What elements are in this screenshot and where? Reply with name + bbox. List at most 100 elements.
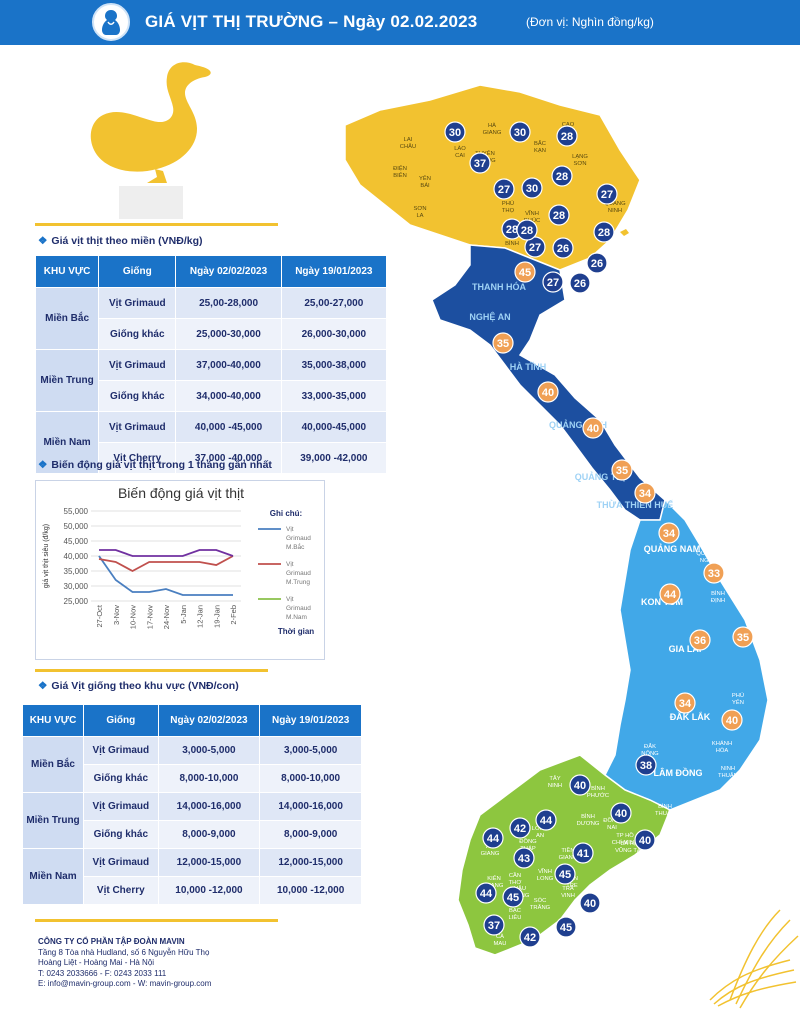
province-label: LẠNG bbox=[572, 154, 588, 160]
province-label: BÌNH bbox=[591, 785, 605, 792]
price-pin bbox=[483, 914, 505, 936]
price-pin bbox=[551, 165, 573, 187]
price-pin-value: 30 bbox=[449, 127, 461, 139]
province-label: TRE bbox=[566, 883, 578, 889]
price-pin-value: 34 bbox=[679, 698, 692, 710]
price-pin bbox=[659, 583, 681, 605]
price-current-cell: 37,000-40,000 bbox=[175, 349, 282, 381]
price-pin-value: 44 bbox=[664, 589, 677, 601]
y-axis-label: giá vịt thịt siêu (đ/kg) bbox=[43, 524, 50, 588]
y-tick-label: 40,000 bbox=[64, 552, 89, 561]
price-pin-value: 27 bbox=[529, 242, 541, 254]
price-pin-value: 41 bbox=[577, 848, 589, 860]
price-pin-value: 36 bbox=[694, 635, 706, 647]
price-pin-value: 28 bbox=[521, 225, 533, 237]
price-pin bbox=[519, 926, 541, 948]
province-label: GIANG bbox=[483, 130, 502, 136]
y-tick-label: 45,000 bbox=[64, 537, 89, 546]
region-cell: Miền Bắc bbox=[34, 287, 100, 350]
price-pin-value: 30 bbox=[526, 183, 538, 195]
price-pin-value: 44 bbox=[480, 888, 493, 900]
province-label: SƠN bbox=[413, 206, 426, 212]
price-pin-value: 28 bbox=[553, 210, 565, 222]
province-label: TUYÊN bbox=[475, 149, 495, 157]
y-tick-label: 30,000 bbox=[64, 582, 89, 591]
province-label: CAO bbox=[562, 122, 575, 128]
province-label: THUẬN bbox=[655, 810, 675, 817]
price-pin-value: 35 bbox=[737, 632, 749, 644]
price-previous-cell: 12,000-15,000 bbox=[259, 848, 362, 877]
price-pin bbox=[513, 847, 535, 869]
price-pin bbox=[634, 829, 656, 851]
province-label: PHƯỚC bbox=[587, 792, 609, 799]
company-name: CÔNG TY CỔ PHẦN TẬP ĐOÀN MAVIN bbox=[38, 937, 185, 946]
price-pin bbox=[552, 237, 574, 259]
table-row: Vịt Cherry 37,000 -40,000 39,000 -42,000 bbox=[36, 442, 388, 474]
province-label: CẦN bbox=[509, 872, 521, 879]
price-pin bbox=[516, 219, 538, 241]
table-row: Giống khác 34,000-40,000 33,000-35,000 bbox=[36, 380, 388, 412]
x-tick-label: 10-Nov bbox=[129, 605, 138, 629]
price-pin bbox=[610, 802, 632, 824]
x-tick-label: 19-Jan bbox=[212, 605, 221, 628]
x-tick-label: 17-Nov bbox=[145, 605, 154, 629]
page-unit: (Đơn vị: Nghìn đồng/kg) bbox=[526, 15, 654, 29]
province-label: GIANG bbox=[559, 855, 578, 861]
legend-label: Vịt bbox=[286, 526, 294, 533]
breed-cell: Vịt Grimaud bbox=[98, 287, 177, 319]
province-label: LÀO bbox=[454, 145, 466, 152]
section-title-trend: ❖ Biến động giá vịt thịt trong 1 tháng gầ… bbox=[38, 459, 272, 471]
price-current-cell: 25,00-28,000 bbox=[175, 287, 282, 319]
price-pin-value: 27 bbox=[498, 184, 510, 196]
footer-divider bbox=[35, 919, 278, 922]
province-label: THỪA THIÊN HUẾ bbox=[597, 499, 674, 510]
header-bar: GIÁ VỊT THỊ TRƯỜNG – Ngày 02.02.2023 (Đơ… bbox=[0, 0, 800, 45]
map-islands bbox=[620, 229, 629, 236]
series-line bbox=[98, 555, 233, 596]
breed-cell: Vịt Cherry bbox=[98, 442, 177, 474]
price-current-cell: 40,000 -45,000 bbox=[175, 411, 282, 443]
price-previous-cell: 40,000-45,000 bbox=[280, 411, 388, 443]
price-pin bbox=[535, 809, 557, 831]
province-label: ĐỊNH bbox=[711, 598, 725, 604]
province-label: DƯƠNG bbox=[577, 821, 600, 827]
address-line-2: Hoàng Liệt - Hoàng Mai - Hà Nội bbox=[38, 958, 155, 967]
address-line-1: Tầng 8 Tòa nhà Hudland, số 6 Nguyễn Hữu … bbox=[38, 947, 210, 957]
province-label: GIA LAI bbox=[669, 644, 702, 654]
column-header: Giống bbox=[98, 255, 177, 288]
diamond-icon: ❖ bbox=[38, 235, 48, 247]
province-label: THỌ bbox=[502, 208, 515, 214]
column-header: KHU VỰC bbox=[34, 255, 100, 288]
province-label: TRĂNG bbox=[530, 904, 551, 911]
price-pin-value: 30 bbox=[514, 127, 526, 139]
province-label: THANH HÓA bbox=[472, 281, 526, 292]
price-pin bbox=[611, 459, 633, 481]
province-label: NAI bbox=[607, 825, 617, 831]
column-header: Ngày 19/01/2023 bbox=[280, 255, 388, 288]
price-current-cell: 34,000-40,000 bbox=[175, 380, 282, 412]
table-row: Miền Bắc Vịt Grimaud 25,00-28,000 25,00-27,… bbox=[34, 287, 388, 350]
price-pin-value: 28 bbox=[561, 131, 573, 143]
column-header: Ngày 19/01/2023 bbox=[259, 704, 362, 737]
series-line bbox=[99, 549, 234, 557]
province-label: LÂM ĐỒNG bbox=[654, 767, 703, 778]
price-pin-value: 43 bbox=[518, 853, 530, 865]
breed-cell: Vịt Grimaud bbox=[83, 848, 159, 877]
province-label: LONG bbox=[532, 826, 549, 832]
price-pin bbox=[542, 271, 564, 293]
price-current-cell: 10,000 -12,000 bbox=[157, 876, 261, 905]
price-pin bbox=[596, 183, 618, 205]
province-label: KẠN bbox=[534, 148, 546, 154]
province-label: NGHỆ AN bbox=[469, 311, 510, 322]
province-label: TÂY bbox=[549, 775, 560, 782]
province-label: YÊN bbox=[732, 698, 744, 706]
price-pin bbox=[537, 381, 559, 403]
region-cell: Miền Trung bbox=[34, 349, 100, 412]
price-current-cell: 37,000 -40,000 bbox=[175, 442, 282, 474]
price-pin-value: 40 bbox=[587, 423, 599, 435]
table-row: Giống khác 25,000-30,000 26,000-30,000 bbox=[36, 318, 388, 350]
price-pin-value: 40 bbox=[615, 808, 627, 820]
price-pin bbox=[689, 629, 711, 651]
province-label: AN bbox=[536, 833, 544, 839]
